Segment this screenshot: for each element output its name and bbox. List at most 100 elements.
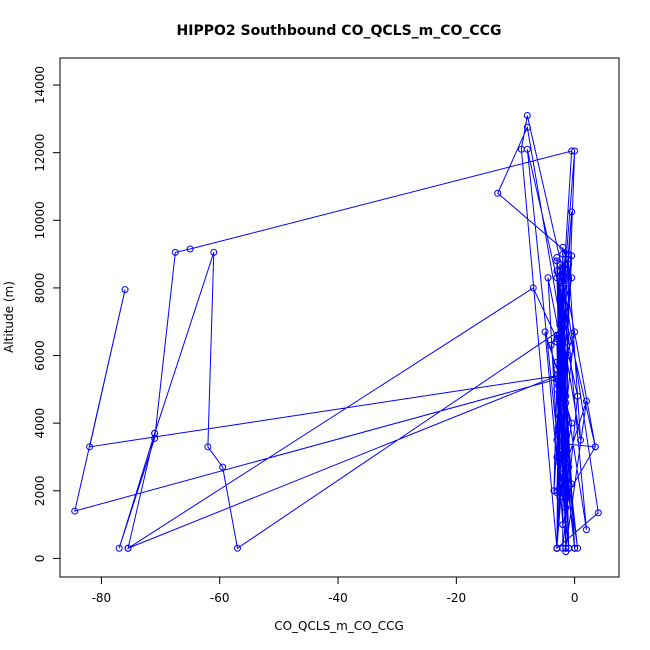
data-point (233, 544, 241, 552)
y-axis-label: Altitude (m) (2, 281, 16, 353)
data-point (559, 348, 567, 356)
data-point (553, 379, 561, 387)
y-tick-label: 14000 (33, 66, 47, 104)
data-point (115, 544, 123, 552)
data-point (562, 504, 570, 512)
data-point (547, 341, 555, 349)
data-point (568, 252, 576, 260)
data-point (568, 208, 576, 216)
x-axis: -80 -60 -40 -20 0 (92, 577, 579, 605)
data-point (568, 480, 576, 488)
data-point (568, 419, 576, 427)
y-tick-label: 8000 (33, 273, 47, 304)
data-point (553, 257, 561, 265)
data-point (591, 443, 599, 451)
data-point (86, 443, 94, 451)
data-point (121, 286, 129, 294)
x-tick-label: -40 (328, 591, 348, 605)
data-point (553, 331, 561, 339)
data-point (559, 521, 567, 529)
data-point (204, 443, 212, 451)
data-point (562, 548, 570, 556)
data-point (556, 494, 564, 502)
data-point (553, 365, 561, 373)
data-point (559, 470, 567, 478)
x-tick-label: -20 (447, 591, 467, 605)
data-point (553, 335, 561, 343)
x-tick-label: -80 (92, 591, 112, 605)
data-point (594, 509, 602, 517)
data-point (553, 372, 561, 380)
data-point (559, 250, 567, 258)
data-point (186, 245, 194, 253)
data-point (553, 253, 561, 261)
data-point (571, 147, 579, 155)
data-point (556, 460, 564, 468)
y-tick-label: 4000 (33, 408, 47, 439)
data-point (582, 526, 590, 534)
y-tick-label: 10000 (33, 201, 47, 239)
data-point (556, 379, 564, 387)
data-point (553, 358, 561, 366)
data-point (559, 450, 567, 458)
x-tick-label: -60 (210, 591, 230, 605)
data-point (562, 521, 570, 529)
data-point (553, 436, 561, 444)
data-point (559, 324, 567, 332)
data-point (544, 274, 552, 282)
data-point (559, 277, 567, 285)
data-point (553, 426, 561, 434)
data-point (529, 284, 537, 292)
data-point (553, 453, 561, 461)
data-point (571, 328, 579, 336)
data-point (559, 311, 567, 319)
data-point (553, 385, 561, 393)
data-point (562, 490, 570, 498)
data-point (71, 507, 79, 515)
data-point (568, 274, 576, 282)
series-points (71, 111, 602, 556)
data-point (559, 274, 567, 282)
data-point (559, 473, 567, 481)
data-point (541, 328, 549, 336)
data-point (582, 397, 590, 405)
y-axis: 0 2000 4000 6000 8000 10000 12000 14000 (33, 66, 60, 562)
data-point (556, 399, 564, 407)
data-point (494, 189, 502, 197)
data-point (219, 463, 227, 471)
data-point (171, 248, 179, 256)
data-point (559, 301, 567, 309)
data-point (124, 544, 132, 552)
data-point (574, 392, 582, 400)
data-point (553, 338, 561, 346)
chart-title: HIPPO2 Southbound CO_QCLS_m_CO_CCG (177, 23, 502, 39)
data-point (562, 544, 570, 552)
x-tick-label: 0 (571, 591, 579, 605)
y-tick-label: 0 (33, 555, 47, 563)
data-point (523, 123, 531, 131)
data-point (577, 436, 585, 444)
y-tick-label: 6000 (33, 340, 47, 371)
data-point (571, 544, 579, 552)
data-point (568, 147, 576, 155)
plot-frame (59, 57, 620, 578)
data-point (559, 270, 567, 278)
data-point (565, 260, 573, 268)
y-tick-label: 2000 (33, 476, 47, 507)
y-tick-label: 12000 (33, 134, 47, 172)
data-point (562, 392, 570, 400)
data-point (559, 284, 567, 292)
data-point (151, 434, 159, 442)
x-axis-label: CO_QCLS_m_CO_CCG (274, 619, 404, 633)
data-point (565, 463, 573, 471)
data-point (559, 264, 567, 272)
data-point (210, 248, 218, 256)
data-point (553, 267, 561, 275)
data-point (556, 412, 564, 420)
data-point (559, 352, 567, 360)
data-point (553, 544, 561, 552)
data-point (523, 111, 531, 119)
data-point (574, 544, 582, 552)
data-point (559, 243, 567, 251)
